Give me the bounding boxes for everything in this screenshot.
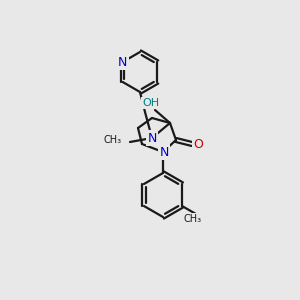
Text: CH₃: CH₃ bbox=[104, 135, 122, 145]
Text: O: O bbox=[193, 137, 203, 151]
Text: CH₃: CH₃ bbox=[184, 214, 202, 224]
Text: N: N bbox=[118, 56, 128, 68]
Text: N: N bbox=[147, 131, 157, 145]
Text: OH: OH bbox=[142, 98, 160, 108]
Text: N: N bbox=[159, 146, 169, 158]
